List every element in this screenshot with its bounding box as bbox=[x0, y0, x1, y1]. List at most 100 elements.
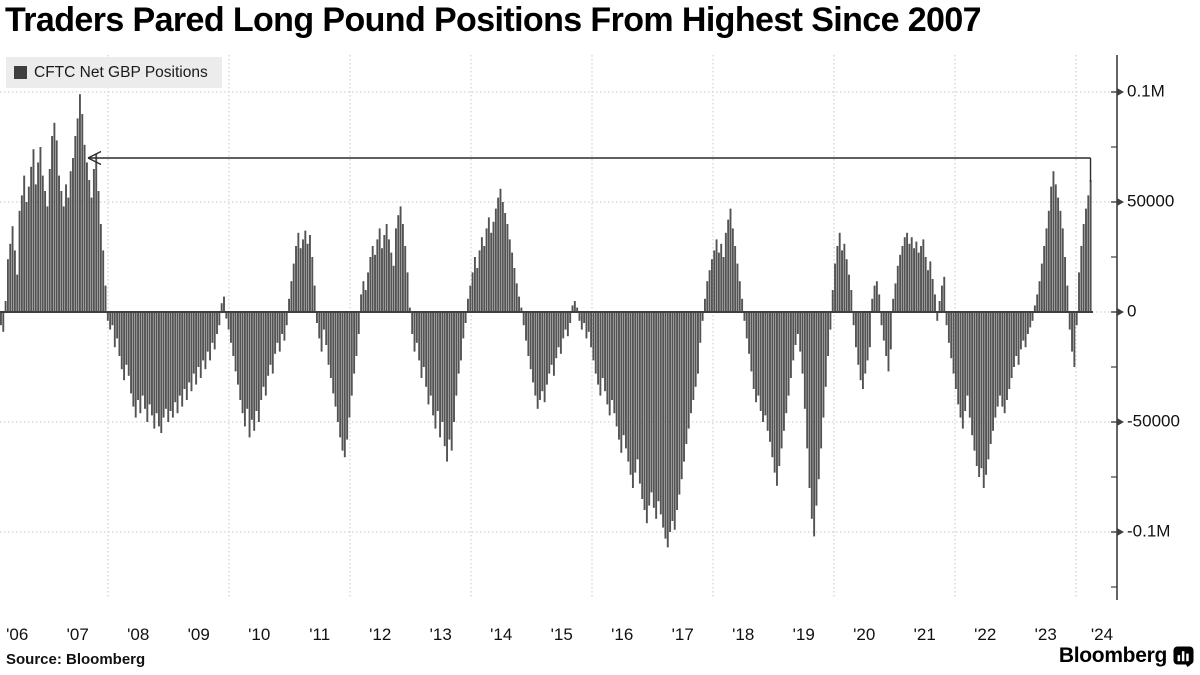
bar bbox=[771, 312, 774, 458]
bar bbox=[1054, 184, 1057, 312]
bar bbox=[764, 312, 767, 416]
bar bbox=[485, 228, 488, 312]
bar bbox=[848, 274, 850, 312]
bar bbox=[743, 312, 746, 321]
bar bbox=[878, 294, 881, 312]
bar bbox=[652, 312, 655, 508]
bar bbox=[1085, 208, 1087, 312]
bar bbox=[34, 184, 37, 312]
bar bbox=[234, 312, 237, 372]
bar bbox=[810, 312, 813, 519]
bar bbox=[448, 312, 451, 440]
bar bbox=[139, 312, 142, 414]
bar bbox=[1045, 228, 1048, 312]
bar bbox=[332, 312, 335, 394]
bar bbox=[722, 257, 725, 312]
bar bbox=[836, 246, 839, 312]
bar bbox=[787, 312, 790, 396]
bar bbox=[645, 312, 648, 524]
bar bbox=[467, 298, 469, 312]
bar bbox=[508, 239, 511, 312]
x-tick-label: '13 bbox=[430, 625, 452, 644]
annotation-arrowhead bbox=[87, 157, 102, 166]
y-tick-label: 0.1M bbox=[1127, 81, 1165, 100]
bar bbox=[390, 252, 393, 312]
bar bbox=[151, 312, 153, 416]
bar bbox=[534, 312, 537, 396]
bar bbox=[357, 312, 360, 334]
bar bbox=[325, 312, 328, 345]
bar bbox=[37, 162, 40, 312]
bar bbox=[1001, 312, 1004, 407]
bar bbox=[1017, 312, 1020, 365]
bar bbox=[1013, 312, 1015, 367]
bar bbox=[750, 312, 753, 372]
bar bbox=[657, 312, 660, 502]
bar bbox=[1087, 195, 1090, 312]
bar bbox=[801, 312, 804, 374]
bar bbox=[378, 228, 381, 312]
bar bbox=[708, 270, 711, 312]
bar bbox=[418, 312, 421, 361]
bar bbox=[789, 312, 792, 378]
bar bbox=[148, 312, 151, 405]
bar bbox=[473, 257, 476, 312]
bar bbox=[829, 312, 832, 330]
bar bbox=[18, 210, 21, 312]
bar bbox=[253, 312, 256, 431]
bar bbox=[206, 312, 209, 352]
bar bbox=[903, 237, 906, 312]
page-title: Traders Pared Long Pound Positions From … bbox=[5, 1, 982, 39]
bar bbox=[506, 224, 509, 312]
y-axis-tick-pointer bbox=[1117, 198, 1124, 206]
bar bbox=[436, 312, 439, 411]
y-tick-label: -50000 bbox=[1127, 411, 1180, 430]
bar bbox=[636, 312, 639, 460]
bar bbox=[1064, 257, 1067, 312]
bar bbox=[1010, 312, 1013, 378]
bar bbox=[429, 312, 432, 396]
legend-label: CFTC Net GBP Positions bbox=[34, 63, 208, 81]
bar bbox=[23, 175, 26, 312]
bar bbox=[6, 259, 9, 312]
bar bbox=[673, 312, 676, 530]
bar bbox=[487, 217, 490, 312]
bar bbox=[322, 312, 325, 330]
bar bbox=[715, 239, 718, 312]
bar bbox=[1061, 228, 1064, 312]
bar bbox=[20, 195, 23, 312]
bar bbox=[408, 307, 411, 312]
bar bbox=[102, 250, 105, 312]
bar bbox=[236, 312, 239, 385]
bar bbox=[957, 312, 960, 405]
bar bbox=[113, 312, 116, 348]
bar bbox=[910, 237, 913, 312]
bar bbox=[290, 281, 293, 312]
bar bbox=[439, 312, 442, 438]
bar bbox=[51, 136, 54, 312]
bar bbox=[868, 312, 871, 348]
bar bbox=[341, 312, 344, 451]
bar bbox=[127, 312, 130, 376]
bar bbox=[843, 243, 846, 312]
bar bbox=[232, 312, 235, 356]
bar bbox=[785, 312, 788, 414]
bar bbox=[315, 312, 318, 323]
bar bbox=[757, 312, 760, 396]
bar bbox=[961, 312, 964, 429]
bar bbox=[861, 312, 864, 389]
bar bbox=[968, 312, 971, 418]
bar bbox=[195, 312, 198, 385]
bar bbox=[476, 268, 479, 312]
bar bbox=[940, 285, 943, 312]
x-tick-label: '06 bbox=[6, 625, 28, 644]
bar bbox=[250, 312, 253, 420]
bar bbox=[820, 312, 823, 449]
bar bbox=[204, 312, 207, 370]
bar bbox=[780, 312, 783, 449]
bar bbox=[641, 312, 644, 499]
bar bbox=[541, 312, 544, 392]
bar bbox=[727, 219, 730, 312]
bar bbox=[1024, 312, 1027, 348]
bar bbox=[457, 312, 460, 374]
